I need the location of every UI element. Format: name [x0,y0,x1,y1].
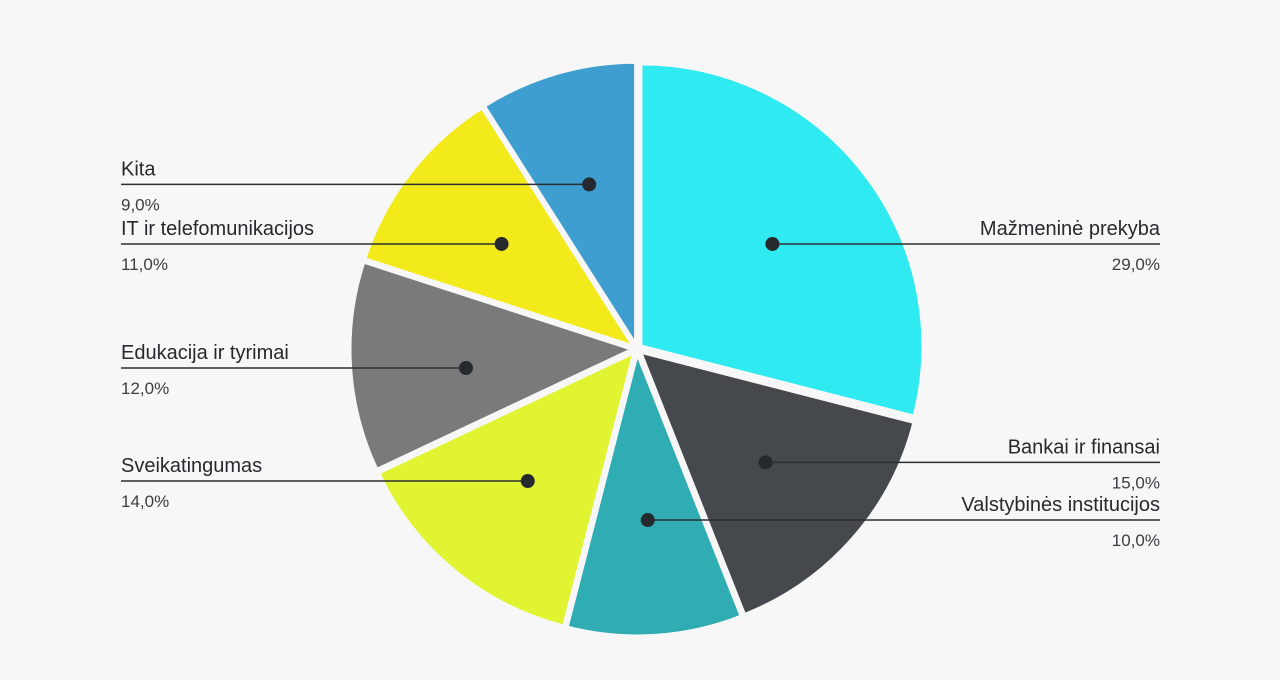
slice-edukacija-ir-tyrimai [348,260,637,472]
callout-valstybines-institucijos: Valstybinės institucijos 10,0% [640,494,1160,550]
callout-dot [758,455,773,470]
slice-value-label: 10,0% [1112,531,1160,550]
callout-edukacija-ir-tyrimai: Edukacija ir tyrimai 12,0% [121,342,473,398]
slice-label: IT ir telefomunikacijos [121,218,314,240]
callout-sveikatingumas: Sveikatingumas 14,0% [121,455,535,511]
slice-sveikatingumas [376,350,637,628]
slice-value-label: 9,0% [121,195,160,214]
slice-value-label: 14,0% [121,492,169,511]
callout-dot [765,236,780,251]
slice-value-label: 29,0% [1112,255,1160,274]
slice-valstybines-institucijos [565,349,744,638]
slice-label: Bankai ir finansai [1008,436,1160,458]
callout-dot [494,236,509,251]
callout-mazmenine-prekyba: Mažmeninė prekyba 29,0% [765,218,1161,274]
slice-mazmenine-prekyba [639,62,925,418]
slice-label: Sveikatingumas [121,455,262,477]
slice-kita [482,60,638,350]
slice-label: Mažmeninė prekyba [980,218,1161,240]
callout-dot [458,361,473,375]
slice-it-ir-telefomunikacijos [362,105,637,349]
slice-label: Kita [121,158,156,180]
slice-label: Edukacija ir tyrimai [121,342,289,364]
callout-dot [582,177,597,192]
callout-bankai-ir-finansai: Bankai ir finansai 15,0% [758,436,1160,492]
callout-it-ir-telefomunikacijos: IT ir telefomunikacijos 11,0% [121,218,509,274]
slice-value-label: 12,0% [121,379,169,398]
slice-value-label: 11,0% [121,255,168,274]
callout-dot [520,474,535,489]
slice-label: Valstybinės institucijos [961,494,1160,516]
pie-slices [348,60,925,638]
callout-dot [640,513,655,528]
callout-kita: Kita 9,0% [121,158,597,214]
slice-bankai-ir-finansai [638,350,916,617]
slice-value-label: 15,0% [1112,473,1160,492]
pie-callouts: Mažmeninė prekyba 29,0% Bankai ir finansai… [121,158,1161,550]
